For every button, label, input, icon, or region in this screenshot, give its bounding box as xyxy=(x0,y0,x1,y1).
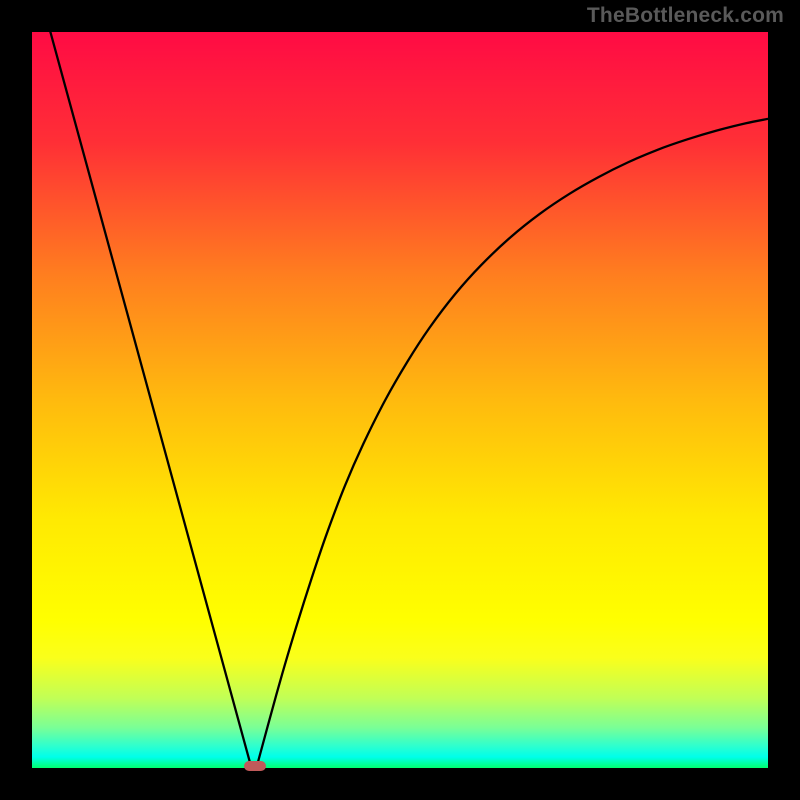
right-branch-curve xyxy=(258,119,768,762)
watermark-text: TheBottleneck.com xyxy=(587,4,784,28)
left-branch-curve xyxy=(50,32,249,762)
curve-layer xyxy=(32,32,768,768)
chart-container: TheBottleneck.com xyxy=(0,0,800,800)
plot-area xyxy=(30,30,770,770)
minimum-marker xyxy=(244,761,266,771)
